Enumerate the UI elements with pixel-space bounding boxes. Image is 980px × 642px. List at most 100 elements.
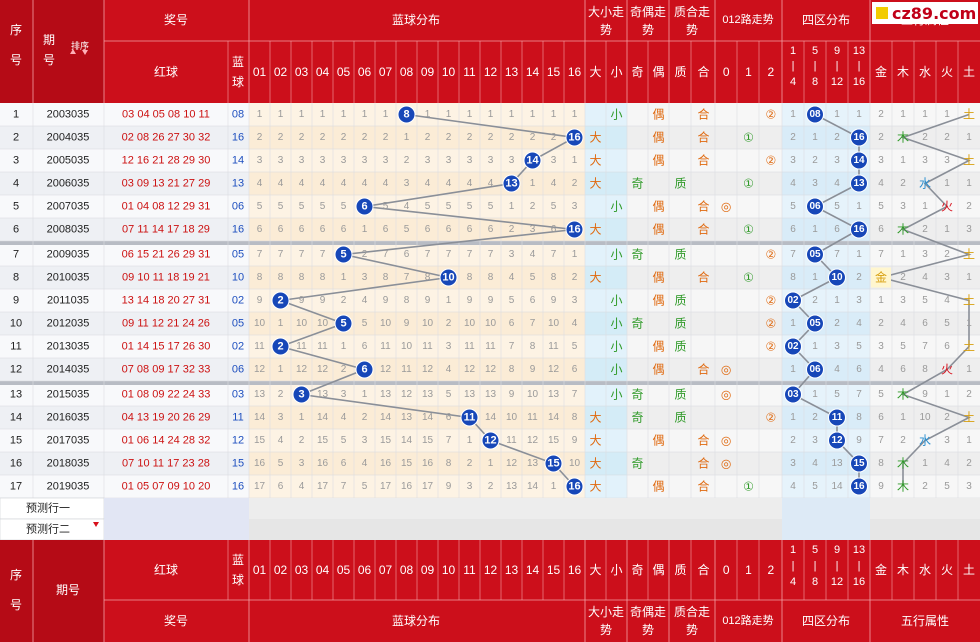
zone-ball-number: 05	[809, 249, 821, 260]
predict-row-red-area[interactable]	[104, 498, 249, 519]
predict-arrow-icon[interactable]	[93, 522, 99, 527]
zone-ball-mark[interactable]	[806, 314, 824, 333]
miss-count: 3	[509, 249, 515, 260]
oe-cell: 偶	[652, 200, 664, 214]
odd-even-label: 势	[642, 23, 654, 37]
site-logo[interactable]: cz89.com	[872, 2, 978, 24]
road012-bg	[715, 218, 782, 241]
miss-count: 17	[422, 481, 434, 492]
miss-count: 2	[509, 224, 515, 235]
blue-ball-mark[interactable]	[397, 105, 416, 124]
blue-ball-mark[interactable]	[334, 314, 353, 333]
zone-miss: 14	[831, 481, 843, 492]
blue-ball-mark[interactable]	[334, 245, 353, 264]
miss-count: 9	[257, 295, 263, 306]
row-seq: 8	[13, 272, 19, 284]
blue-ball-mark[interactable]	[565, 477, 584, 496]
miss-count: 16	[254, 458, 266, 469]
miss-count: 5	[278, 201, 284, 212]
blue-ball-mark[interactable]	[565, 128, 584, 147]
sort-up-icon[interactable]	[70, 49, 76, 54]
bs-col-head: 大	[589, 65, 601, 79]
footer-blue-number-13: 13	[505, 563, 519, 577]
blue-number-col-14: 14	[526, 65, 540, 79]
miss-count: 1	[383, 109, 389, 120]
zone-ball-mark[interactable]	[828, 431, 846, 450]
row-red-balls: 03 09 13 21 27 29	[122, 178, 211, 190]
bs-cell: 大	[589, 480, 601, 494]
zone-ball-mark[interactable]	[806, 197, 824, 216]
blue-ball-mark[interactable]	[544, 454, 563, 473]
blue-ball-mark[interactable]	[355, 360, 374, 379]
zone-ball-mark[interactable]	[850, 174, 868, 193]
predict-row-cells[interactable]	[249, 498, 980, 519]
miss-count: 3	[530, 224, 536, 235]
zone-ball-mark[interactable]	[850, 220, 868, 239]
blue-ball-mark[interactable]	[460, 408, 479, 427]
zone-ball-mark[interactable]	[850, 477, 868, 496]
predict-row-zone	[782, 498, 870, 519]
miss-count: 1	[341, 272, 347, 283]
miss-count: 5	[446, 389, 452, 400]
zone-ball-mark[interactable]	[828, 408, 846, 427]
row-seq: 13	[10, 389, 22, 401]
elem-miss: 3	[878, 341, 884, 352]
zone-ball-number: 14	[853, 155, 865, 166]
row-seq: 3	[13, 155, 19, 167]
blue-ball-mark[interactable]	[271, 291, 290, 310]
blue-ball-mark[interactable]	[355, 197, 374, 216]
blue-ball-mark[interactable]	[502, 174, 521, 193]
predict-row-cells[interactable]	[249, 519, 980, 540]
zone-miss: 2	[812, 295, 818, 306]
zone-ball-mark[interactable]	[806, 105, 824, 124]
miss-count: 2	[530, 201, 536, 212]
blue-ball-mark[interactable]	[523, 151, 542, 170]
zone-miss: 7	[790, 249, 796, 260]
miss-count: 11	[548, 341, 559, 352]
pc-cell: 合	[697, 433, 709, 448]
sort-button[interactable]: 排序	[71, 40, 89, 51]
road012-bg	[715, 383, 782, 406]
blue-number-col-02: 02	[274, 65, 288, 79]
zone-ball-mark[interactable]	[806, 245, 824, 264]
miss-count: 4	[446, 178, 452, 189]
header-period-bg	[33, 0, 104, 103]
elem-mark: 火	[941, 200, 953, 214]
predict-row-label: 预测行一	[26, 502, 70, 515]
miss-count: 8	[383, 272, 389, 283]
blue-ball-mark[interactable]	[271, 337, 290, 356]
miss-count: 1	[467, 109, 473, 120]
zone-ball-number: 10	[831, 272, 843, 283]
blue-ball-mark[interactable]	[292, 385, 311, 404]
zone-ball-mark[interactable]	[784, 385, 802, 404]
zone-ball-mark[interactable]	[850, 128, 868, 147]
bs-cell: 大	[589, 177, 601, 191]
row-blue-ball: 16	[232, 132, 244, 144]
bs-cell: 大	[589, 411, 601, 425]
sort-down-icon[interactable]	[82, 50, 88, 55]
pc-cell: 合	[697, 222, 709, 237]
zone-ball-mark[interactable]	[806, 360, 824, 379]
elem-mark: 木	[897, 457, 909, 471]
five-elem-bg	[870, 195, 980, 218]
zone-ball-mark[interactable]	[850, 454, 868, 473]
zone-miss: 2	[834, 132, 840, 143]
row-period: 2003035	[47, 109, 90, 121]
elem-miss: 3	[966, 224, 972, 235]
blue-ball-mark[interactable]	[481, 431, 500, 450]
blue-ball-number: 16	[568, 132, 580, 144]
predict-row-red-area[interactable]	[104, 519, 249, 540]
miss-count: 4	[320, 178, 326, 189]
miss-count: 14	[317, 412, 329, 423]
zone-ball-mark[interactable]	[784, 337, 802, 356]
blue-ball-mark[interactable]	[439, 268, 458, 287]
zone-ball-mark[interactable]	[784, 291, 802, 310]
footer-blue-ball-label: 球	[232, 573, 244, 587]
blue-ball-number: 10	[442, 272, 454, 284]
zone-ball-mark[interactable]	[850, 151, 868, 170]
blue-ball-mark[interactable]	[565, 220, 584, 239]
elem-miss: 5	[922, 295, 928, 306]
blue-ball-number: 5	[340, 249, 346, 261]
zone-ball-mark[interactable]	[828, 268, 846, 287]
row-red-balls: 09 10 11 18 19 21	[122, 272, 210, 284]
